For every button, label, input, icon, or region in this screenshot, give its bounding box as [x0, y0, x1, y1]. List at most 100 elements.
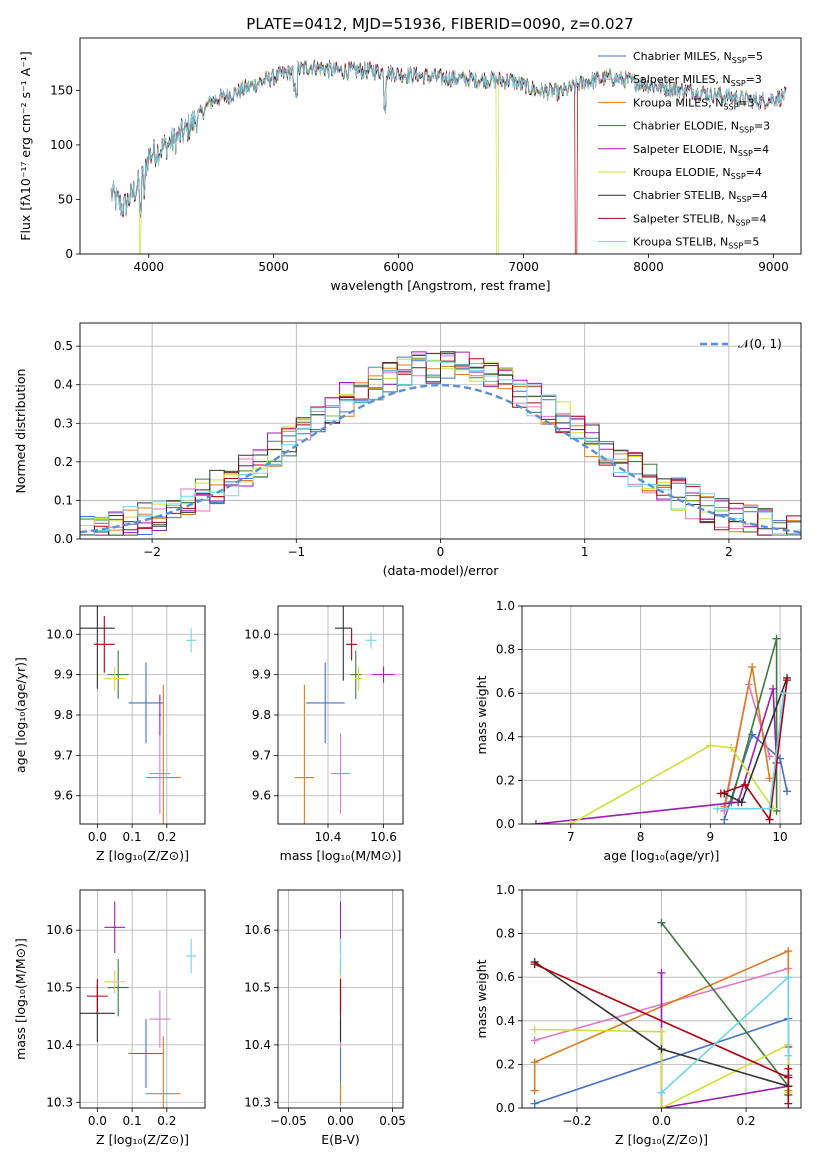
weight-marker: [784, 1073, 793, 1082]
errorbar-point: [372, 666, 395, 683]
figure-title: PLATE=0412, MJD=51936, FIBERID=0090, z=0…: [246, 15, 633, 33]
x-tick-label: 0: [437, 545, 445, 559]
errorbar-point: [354, 666, 363, 691]
weight-line: [570, 744, 774, 824]
y-tick-label: 9.9: [54, 668, 73, 682]
legend-entry: Chabrier MILES, NSSP=5: [633, 50, 763, 65]
weight-line: [534, 963, 790, 1104]
axes-frame: [277, 889, 404, 1109]
weight-marker: [716, 789, 725, 798]
y-tick-label: 0: [65, 247, 73, 261]
y-axis-label: mass [log₁₀(M/M⊙)]: [13, 938, 28, 1060]
y-tick-label: 0.0: [496, 1101, 515, 1115]
y-tick-label: 0.0: [54, 532, 73, 546]
weight-marker: [784, 1099, 793, 1108]
weight-marker: [784, 1064, 793, 1073]
x-tick-label: 9: [707, 830, 715, 844]
plot-area: [522, 606, 801, 824]
y-tick-label: 9.8: [252, 708, 271, 722]
x-tick-label: 4000: [133, 260, 164, 274]
plot-area: [80, 323, 801, 539]
weight-marker: [765, 774, 774, 783]
weight-marker: [737, 798, 746, 807]
legend-end: =3: [746, 73, 762, 86]
legend-end: =4: [750, 212, 766, 225]
x-tick-label: 0.1: [123, 830, 142, 844]
y-axis-label: Normed distribution: [13, 369, 28, 494]
legend-entry: Kroupa MILES, NSSP=3: [633, 96, 755, 111]
histogram-step: [80, 352, 801, 536]
y-tick-label: 9.8: [54, 708, 73, 722]
x-tick-label: 0.0: [88, 1114, 107, 1128]
y-tick-label: 0.2: [496, 1057, 515, 1071]
weight-marker: [657, 1045, 666, 1054]
x-axis-label: mass [log₁₀(M/M⊙)]: [280, 848, 402, 863]
errorbar-point: [128, 1019, 164, 1088]
plot-area: [80, 890, 205, 1108]
x-axis-label: E(B-V): [321, 1132, 360, 1147]
x-axis-label: (data-model)/error: [383, 563, 500, 578]
x-tick-label: −2: [143, 545, 161, 559]
legend-end: =3: [738, 96, 754, 109]
errorbar-point: [294, 684, 315, 824]
errorbar-point: [330, 733, 351, 814]
plot-area: [80, 606, 205, 824]
spectrum-line: [110, 60, 787, 216]
y-tick-label: 0.8: [496, 643, 515, 657]
errorbar-point: [365, 632, 377, 649]
legend-entry: Kroupa ELODIE, NSSP=4: [633, 166, 762, 181]
axes-frame: [277, 605, 404, 825]
weight-marker: [530, 1086, 539, 1095]
y-tick-label: 0.8: [496, 927, 515, 941]
x-tick-label: 8000: [633, 260, 664, 274]
legend-entry: Chabrier STELIB, NSSP=4: [633, 189, 768, 204]
panel-weight_vs_age: 7 8 9 10 0.0 0.2 0.4 0.6 0.8 1.0 age [log₁₀(age/yr…: [474, 599, 802, 863]
weight-marker: [530, 1099, 539, 1108]
x-tick-label: −1: [287, 545, 305, 559]
plot-area: [110, 59, 787, 254]
weight-marker: [657, 918, 666, 927]
plot-area: [278, 890, 403, 1108]
legend-main: Chabrier MILES, N: [633, 50, 732, 63]
legend-end: =5: [743, 236, 759, 249]
axes-frame: [521, 605, 802, 825]
axes-frame: [79, 889, 206, 1109]
weight-line: [535, 688, 778, 824]
axes-frame: [521, 889, 802, 1109]
weight-marker: [530, 960, 539, 969]
legend-sub: SSP: [737, 195, 752, 204]
x-tick-label: 6000: [383, 260, 414, 274]
y-tick-label: 0.2: [496, 773, 515, 787]
y-tick-label: 10.3: [244, 1095, 271, 1109]
x-tick-label: 8: [637, 830, 645, 844]
y-tick-label: 9.6: [54, 789, 73, 803]
legend-main: Kroupa STELIB, N: [633, 236, 728, 249]
plot-area: [278, 606, 403, 824]
weight-marker: [657, 1104, 666, 1108]
weight-marker: [765, 815, 774, 824]
weight-marker: [765, 804, 774, 813]
x-tick-label: 0.2: [736, 1114, 755, 1128]
x-tick-label: 10.6: [370, 830, 397, 844]
weight-marker: [784, 973, 793, 982]
panel-mass_vs_Z: 0.0 0.1 0.2 10.3 10.4 10.5 10.6 Z [log₁₀(Z/Z⊙)]…: [13, 889, 206, 1147]
x-tick-label: −0.2: [562, 1114, 591, 1128]
x-tick-label: 0.2: [157, 1114, 176, 1128]
panel-spectrum: 4000 5000 6000 7000 8000 9000 0 50 100 150 wavelen…: [18, 37, 802, 293]
weight-marker: [783, 676, 792, 685]
x-axis-label: Z [log₁₀(Z/Z⊙)]: [96, 1132, 189, 1147]
x-axis-label: Z [log₁₀(Z/Z⊙)]: [615, 1132, 708, 1147]
panel-mass_vs_EBV: −0.05 0.00 0.05 10.3 10.4 10.5 10.6 E(B-V): [244, 889, 406, 1147]
y-tick-label: 0.2: [54, 455, 73, 469]
y-tick-label: 1.0: [496, 883, 515, 897]
panel-age_vs_mass: 10.4 10.6 9.6 9.7 9.8 9.9 10.0 mass [log₁₀(M/M⊙…: [244, 605, 404, 863]
x-tick-label: −0.05: [270, 1114, 307, 1128]
y-tick-label: 10.3: [46, 1095, 73, 1109]
x-tick-label: 7000: [508, 260, 539, 274]
weight-marker: [530, 1025, 539, 1034]
legend-end: =4: [752, 189, 768, 202]
y-tick-label: 9.9: [252, 668, 271, 682]
y-tick-label: 10.5: [244, 981, 271, 995]
x-axis-label: wavelength [Angstrom, rest frame]: [330, 278, 550, 293]
